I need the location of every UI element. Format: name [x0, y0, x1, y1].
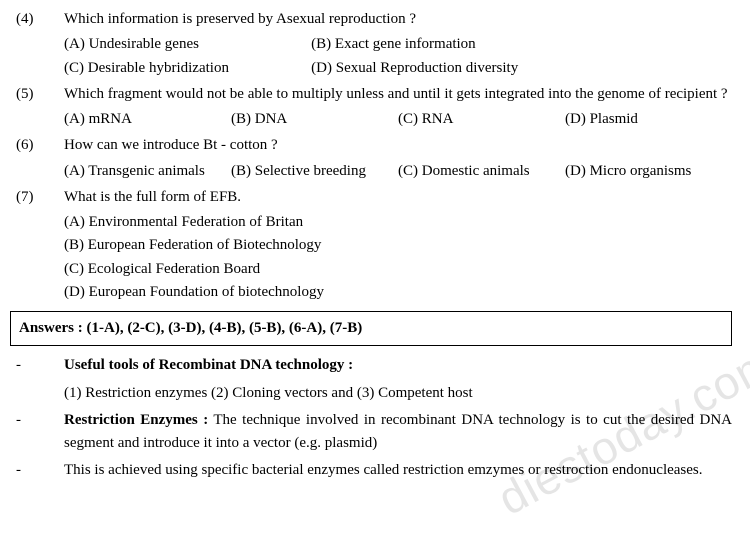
question-number: (7) — [10, 186, 64, 304]
note-dash: - — [10, 459, 64, 482]
note-heading: Restriction Enzymes : — [64, 412, 208, 428]
options: (A) Undesirable genes(B) Exact gene info… — [64, 33, 732, 80]
question-text: Which fragment would not be able to mult… — [64, 83, 732, 106]
question-body: How can we introduce Bt - cotton ? (A) Tr… — [64, 134, 732, 183]
option: (A) Environmental Federation of Britan — [64, 211, 732, 234]
option: (A) mRNA — [64, 108, 231, 131]
question: (7)What is the full form of EFB.(A) Envi… — [10, 186, 732, 304]
note: -Restriction Enzymes : The technique inv… — [10, 409, 732, 456]
answers-text: (1-A), (2-C), (3-D), (4-B), (5-B), (6-A)… — [87, 320, 363, 336]
note-body: Restriction Enzymes : The technique invo… — [64, 409, 732, 456]
option: (A) Transgenic animals — [64, 160, 231, 183]
question-body: Which information is preserved by Asexua… — [64, 8, 732, 80]
note: -This is achieved using specific bacteri… — [10, 459, 732, 482]
answers-box: Answers : (1-A), (2-C), (3-D), (4-B), (5… — [10, 311, 732, 346]
questions-region: (4)Which information is preserved by Ase… — [10, 8, 732, 304]
answers-label: Answers : — [19, 320, 83, 336]
question-body: What is the full form of EFB.(A) Environ… — [64, 186, 732, 304]
option: (B) DNA — [231, 108, 398, 131]
options: (A) Transgenic animals(B) Selective bree… — [64, 160, 732, 183]
option: (D) Plasmid — [565, 108, 732, 131]
note: (1) Restriction enzymes (2) Cloning vect… — [10, 382, 732, 405]
question-number: (5) — [10, 83, 64, 132]
question-number: (4) — [10, 8, 64, 80]
question-text: Which information is preserved by Asexua… — [64, 8, 732, 31]
notes-region: -Useful tools of Recombinat DNA technolo… — [10, 354, 732, 482]
option: (B) European Federation of Biotechnology — [64, 234, 732, 257]
option: (C) Desirable hybridization — [64, 57, 311, 80]
options: (A) mRNA(B) DNA(C) RNA(D) Plasmid — [64, 108, 732, 131]
note-dash: - — [10, 354, 64, 377]
question: (6)How can we introduce Bt - cotton ? (A)… — [10, 134, 732, 183]
options: (A) Environmental Federation of Britan(B… — [64, 211, 732, 304]
note-text: (1) Restriction enzymes (2) Cloning vect… — [64, 385, 473, 401]
option: (D) Sexual Reproduction diversity — [311, 57, 732, 80]
note: -Useful tools of Recombinat DNA technolo… — [10, 354, 732, 377]
question-text: How can we introduce Bt - cotton ? — [64, 134, 732, 157]
note-text: This is achieved using specific bacteria… — [64, 462, 703, 478]
question: (4)Which information is preserved by Ase… — [10, 8, 732, 80]
question: (5)Which fragment would not be able to m… — [10, 83, 732, 132]
note-body: Useful tools of Recombinat DNA technolog… — [64, 354, 732, 377]
option: (C) Domestic animals — [398, 160, 565, 183]
note-body: This is achieved using specific bacteria… — [64, 459, 732, 482]
option: (D) European Foundation of biotechnology — [64, 281, 732, 304]
question-body: Which fragment would not be able to mult… — [64, 83, 732, 132]
option: (B) Exact gene information — [311, 33, 732, 56]
question-text: What is the full form of EFB. — [64, 186, 732, 209]
option: (C) Ecological Federation Board — [64, 258, 732, 281]
note-heading: Useful tools of Recombinat DNA technolog… — [64, 357, 353, 373]
option: (C) RNA — [398, 108, 565, 131]
option: (D) Micro organisms — [565, 160, 732, 183]
note-body: (1) Restriction enzymes (2) Cloning vect… — [64, 382, 732, 405]
note-dash: - — [10, 409, 64, 456]
option: (A) Undesirable genes — [64, 33, 311, 56]
question-number: (6) — [10, 134, 64, 183]
option: (B) Selective breeding — [231, 160, 398, 183]
note-dash — [10, 382, 64, 405]
